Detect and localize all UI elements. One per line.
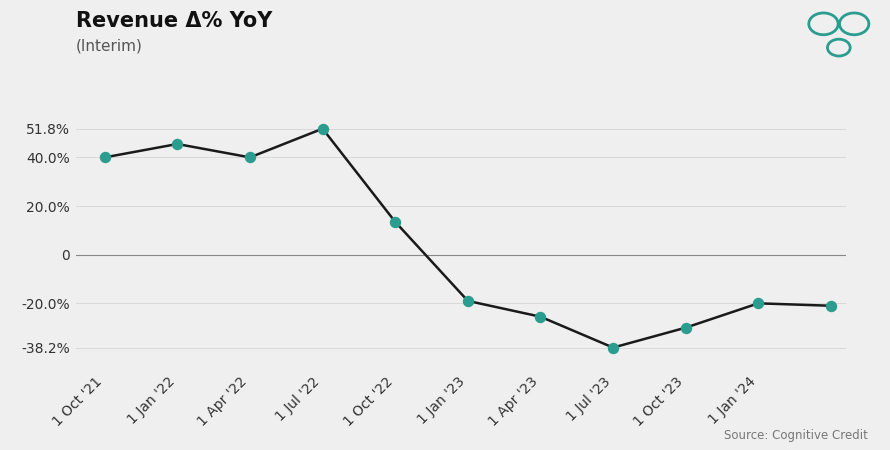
Point bbox=[315, 125, 329, 132]
Point bbox=[533, 313, 547, 320]
Point bbox=[461, 297, 475, 305]
Text: (Interim): (Interim) bbox=[76, 38, 142, 53]
Point bbox=[243, 154, 257, 161]
Text: Revenue Δ% YoY: Revenue Δ% YoY bbox=[76, 11, 272, 31]
Point bbox=[678, 324, 692, 331]
Point bbox=[98, 154, 112, 161]
Point bbox=[170, 140, 184, 148]
Text: Source: Cognitive Credit: Source: Cognitive Credit bbox=[724, 429, 868, 442]
Point bbox=[751, 300, 765, 307]
Point bbox=[824, 302, 838, 309]
Point bbox=[606, 344, 620, 351]
Point bbox=[388, 218, 402, 225]
